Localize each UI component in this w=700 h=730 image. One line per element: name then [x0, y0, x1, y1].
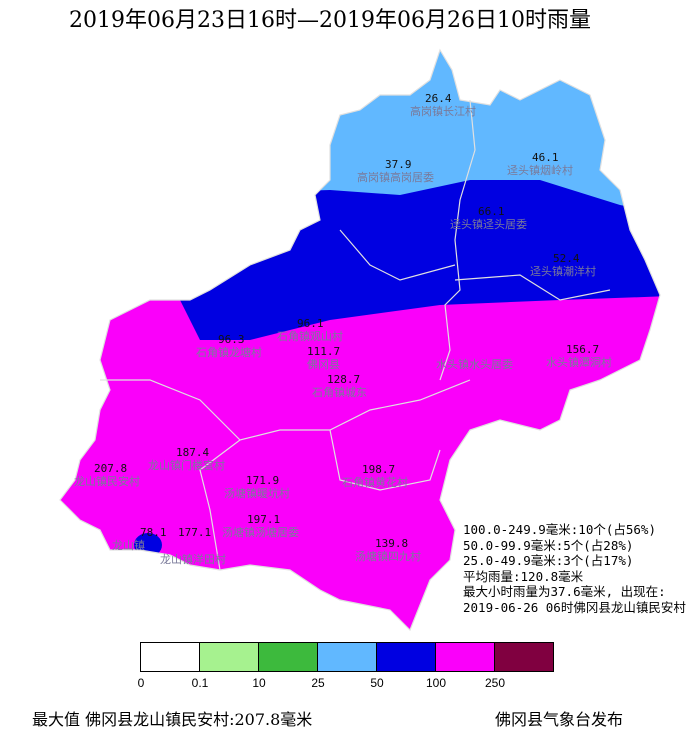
legend-swatch — [200, 643, 259, 671]
legend-tick: 0 — [137, 676, 145, 690]
station-value: 198.7 — [362, 463, 396, 476]
station-name: 水头镇潭洞村 — [546, 356, 612, 369]
station-value: 66.1 — [478, 205, 505, 218]
color-legend — [140, 642, 554, 672]
station-name: 迳头镇潮洋村 — [530, 265, 596, 278]
station-name: 龙山镇民安村 — [74, 475, 140, 488]
station-value: 171.9 — [246, 474, 280, 487]
station-label: 52.4 迳头镇潮洋村 — [530, 252, 596, 278]
station-label: 龙山镇洋田村 — [160, 553, 226, 566]
station-name: 龙山镇 — [112, 539, 145, 552]
station-label: 37.9 高岗镇高岗居委 — [357, 158, 434, 184]
legend-tick: 10 — [252, 676, 266, 690]
station-label: 96.3 石角镇龙塘村 — [196, 333, 262, 359]
station-name: 汤塘镇四九村 — [355, 550, 421, 563]
station-label: 171.9 汤塘镇暖坑村 — [224, 474, 290, 500]
max-value-note: 最大值 佛冈县龙山镇民安村:207.8毫米 — [32, 710, 313, 729]
station-label: 187.4 龙山镇门楼宫村 — [148, 446, 225, 472]
legend-swatch — [436, 643, 495, 671]
station-label: 111.7 佛冈县 — [307, 345, 340, 371]
town-boundaries — [59, 48, 661, 632]
statistics-panel: 100.0-249.9毫米:10个(占56%) 50.0-99.9毫米:5个(占… — [463, 522, 686, 615]
station-value: 46.1 — [532, 151, 559, 164]
stat-line: 2019-06-26 06时佛冈县龙山镇民安村 — [463, 599, 686, 615]
legend-swatch — [259, 643, 318, 671]
station-name: 石角镇龙塘村 — [196, 346, 262, 359]
station-label: 128.7 石角镇城东 — [312, 373, 367, 399]
legend-swatch — [318, 643, 377, 671]
station-name: 石角镇城东 — [312, 386, 367, 399]
station-value: 156.7 — [566, 343, 600, 356]
station-value: 197.1 — [247, 513, 281, 526]
station-label: 46.1 迳头镇烟岭村 — [507, 151, 573, 177]
station-label: 139.8 汤塘镇四九村 — [355, 537, 421, 563]
station-name: 龙山镇门楼宫村 — [148, 459, 225, 472]
legend-swatch — [495, 643, 553, 671]
station-label: 156.7 水头镇潭洞村 — [546, 343, 612, 369]
station-value: 96.1 — [297, 317, 324, 330]
station-name: 佛冈县 — [307, 358, 340, 371]
stat-line: 50.0-99.9毫米:5个(占28%) — [463, 537, 634, 553]
station-label: 177.1 — [178, 526, 211, 539]
station-label: 66.1 迳头镇迳头居委 — [450, 205, 527, 231]
station-value: 128.7 — [327, 373, 361, 386]
station-name: 高岗镇高岗居委 — [357, 171, 434, 184]
legend-tick: 100 — [425, 676, 447, 690]
station-label: 26.4 高岗镇长江村 — [410, 92, 476, 118]
stat-line: 最大小时雨量为37.6毫米, 出现在: — [463, 584, 666, 599]
station-value: 111.7 — [307, 345, 341, 358]
publisher-note: 佛冈县气象台发布 — [495, 710, 624, 729]
station-value: 37.9 — [385, 158, 412, 171]
station-name: 龙山镇洋田村 — [160, 553, 226, 566]
legend-swatch — [377, 643, 436, 671]
station-value: 52.4 — [553, 252, 580, 265]
station-value: 26.4 — [425, 92, 452, 105]
station-name: 迳头镇迳头居委 — [450, 218, 527, 231]
station-value: 207.8 — [94, 462, 128, 475]
station-name: 石角镇观山村 — [277, 330, 343, 343]
legend-tick: 0.1 — [191, 676, 209, 690]
station-label: 96.1 石角镇观山村 — [277, 317, 343, 343]
station-label: 207.8 龙山镇民安村 — [74, 462, 140, 488]
station-name: 迳头镇烟岭村 — [507, 164, 573, 177]
station-value: 78.1 — [140, 526, 167, 539]
legend-tick: 50 — [370, 676, 384, 690]
legend-swatch — [141, 643, 200, 671]
stat-line: 平均雨量:120.8毫米 — [463, 568, 584, 584]
station-name: 汤塘镇暖坑村 — [224, 487, 290, 500]
station-name: 高岗镇长江村 — [410, 105, 476, 118]
station-label: 198.7 石角镇黄花村 — [342, 463, 408, 489]
legend-tick: 250 — [484, 676, 506, 690]
stat-line: 100.0-249.9毫米:10个(占56%) — [463, 522, 656, 537]
station-value: 177.1 — [178, 526, 212, 539]
station-label: 78.1 龙山镇 — [112, 526, 167, 552]
station-name: 石角镇黄花村 — [342, 476, 408, 489]
station-value: 187.4 — [176, 446, 210, 459]
station-value: 96.3 — [218, 333, 245, 346]
station-value: 139.8 — [375, 537, 409, 550]
station-label: 水头镇水头居委 — [436, 358, 513, 371]
stat-line: 25.0-49.9毫米:3个(占17%) — [463, 553, 634, 568]
station-name: 水头镇水头居委 — [436, 358, 513, 371]
legend-tick: 25 — [311, 676, 325, 690]
station-name: 汤塘镇汤塘居委 — [222, 526, 299, 539]
map-title: 2019年06月23日16时—2019年06月26日10时雨量 — [69, 8, 591, 33]
station-label: 197.1 汤塘镇汤塘居委 — [222, 513, 299, 539]
